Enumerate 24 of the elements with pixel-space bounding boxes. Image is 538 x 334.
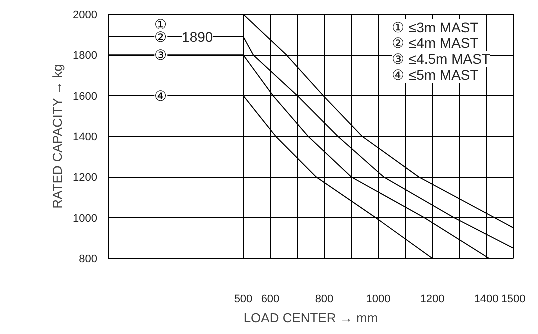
- y-tick-label: 800: [79, 254, 98, 266]
- y-tick-label: 2000: [73, 10, 98, 22]
- x-tick-label: 1200: [420, 294, 445, 306]
- x-tick-label: 1500: [501, 294, 526, 306]
- annotation: 1890: [182, 28, 214, 45]
- x-tick-label: 500: [234, 294, 253, 306]
- annotation: ④ ≤5m MAST: [392, 66, 480, 83]
- y-tick-label: 1200: [73, 172, 98, 184]
- series-label: ③: [154, 47, 168, 64]
- annotation: ② ≤4m MAST: [392, 35, 480, 52]
- annotation: ① ≤3m MAST: [392, 19, 480, 36]
- y-tick-label: 1400: [73, 132, 98, 144]
- y-tick-label: 1600: [73, 90, 98, 103]
- x-axis-title: LOAD CENTER → mm: [244, 310, 378, 326]
- series-label: ②: [154, 28, 168, 45]
- x-tick-label: 1000: [366, 294, 391, 306]
- x-tick-label: 600: [261, 294, 280, 306]
- x-tick-label: 800: [315, 294, 334, 306]
- x-tick-label: 1400: [474, 294, 499, 306]
- y-tick-label: 1000: [73, 212, 98, 225]
- series-label: ④: [154, 88, 168, 104]
- y-tick-label: 1800: [73, 50, 98, 62]
- y-axis-title: RATED CAPACITY → kg: [50, 64, 66, 209]
- annotation: ③ ≤4.5m MAST: [392, 51, 491, 68]
